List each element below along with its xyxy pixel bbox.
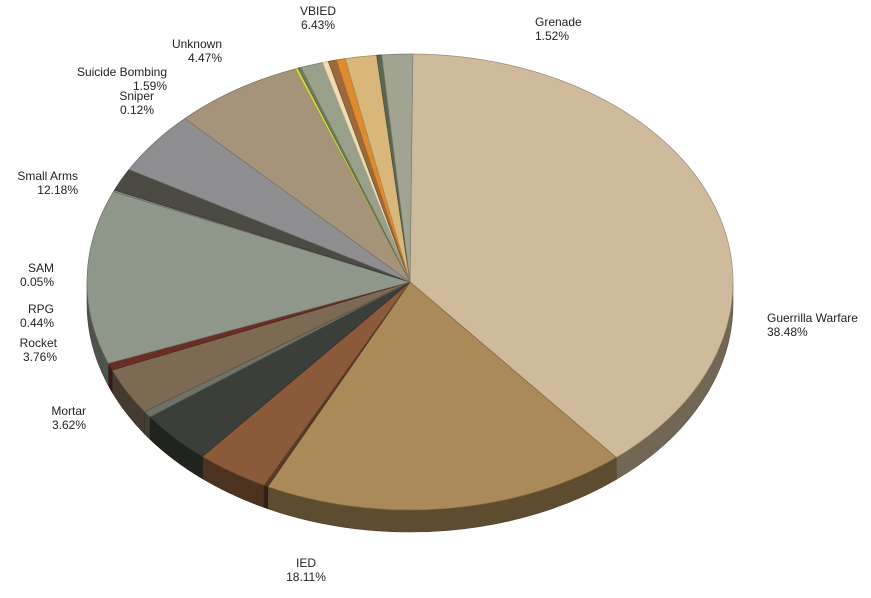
pie-slice-vbied-label: VBIED 6.43% <box>300 4 336 32</box>
pie-slices-layer <box>86 53 734 511</box>
pie-labels-layer: Guerrilla Warfare 38.48% IED 18.11% Mortar 3.… <box>17 4 858 584</box>
pie-slice-suicide-bombing-label: Suicide Bombing 1.59% <box>77 65 167 93</box>
pie-slice-ied[interactable] <box>267 281 617 511</box>
pie-slice-unlabeled-2-side <box>263 484 269 510</box>
pie-slice-vbied[interactable] <box>184 68 411 283</box>
pie-slice-guerrilla-warfare[interactable] <box>409 53 734 458</box>
pie-slice-ied-label: IED 18.11% <box>286 556 326 584</box>
pie-slice-small-arms-label: Small Arms 12.18% <box>17 169 78 197</box>
pie-slice-rocket-label: Rocket 3.76% <box>20 336 58 364</box>
pie-slice-unknown-label: Unknown 4.47% <box>172 37 222 65</box>
pie-slice-grenade[interactable] <box>381 53 414 283</box>
pie-slice-guerrilla-warfare-label: Guerrilla Warfare 38.48% <box>767 311 858 339</box>
pie-slice-rpg-label: RPG 0.44% <box>20 302 54 330</box>
pie-slice-mortar-label: Mortar 3.62% <box>51 404 86 432</box>
pie-slice-sniper-label: Sniper 0.12% <box>119 89 154 117</box>
pie-slice-sam-label: SAM 0.05% <box>20 261 54 289</box>
pie-slice-grenade-label: Grenade 1.52% <box>535 15 582 43</box>
pie-depth-layer <box>86 281 734 533</box>
pie-slice-small-arms[interactable] <box>86 191 412 364</box>
